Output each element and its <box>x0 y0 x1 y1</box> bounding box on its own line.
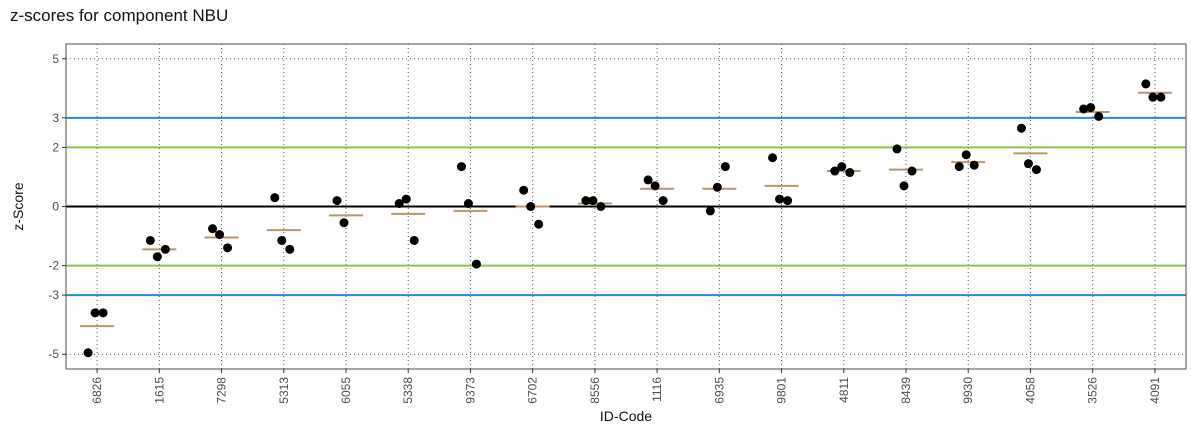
x-tick-label: 9930 <box>961 377 975 404</box>
x-axis-title: ID-Code <box>600 408 652 424</box>
data-point <box>643 175 653 185</box>
data-point <box>208 224 218 234</box>
data-point <box>409 235 419 245</box>
data-point <box>650 181 660 191</box>
data-point <box>339 218 349 228</box>
data-point <box>152 252 162 262</box>
data-point <box>519 185 529 195</box>
y-tick-label: 3 <box>52 111 59 125</box>
x-tick-label: 5338 <box>401 377 415 404</box>
data-point <box>1023 159 1033 169</box>
data-point <box>1086 103 1096 113</box>
data-point <box>720 162 730 172</box>
data-point <box>394 199 404 209</box>
data-point <box>1141 79 1151 89</box>
data-point <box>1094 111 1104 121</box>
data-point <box>526 202 536 211</box>
x-tick-label: 4811 <box>837 377 851 403</box>
data-point <box>830 166 840 176</box>
data-point <box>456 162 466 172</box>
data-point <box>223 243 233 253</box>
y-tick-label: -5 <box>48 347 59 361</box>
data-point <box>401 194 411 204</box>
data-point <box>775 194 785 204</box>
data-point <box>658 196 668 206</box>
reference-lines <box>66 116 1186 297</box>
x-tick-label: 6702 <box>526 377 540 404</box>
data-point <box>596 202 606 211</box>
data-point <box>534 219 544 229</box>
data-point <box>845 168 855 178</box>
data-point <box>83 348 93 358</box>
data-points <box>83 79 1166 358</box>
data-point <box>705 206 715 216</box>
y-tick-label: -2 <box>48 259 59 273</box>
x-tick-label: 4091 <box>1148 377 1162 404</box>
data-point <box>277 235 287 245</box>
data-point <box>332 196 342 206</box>
y-axis-title: z-Score <box>10 182 26 230</box>
data-point <box>1031 165 1041 175</box>
data-point <box>712 182 722 192</box>
data-point <box>907 166 917 176</box>
x-tick-label: 9373 <box>463 377 477 404</box>
y-tick-label: 2 <box>52 140 59 154</box>
x-tick-label: 9801 <box>775 377 789 404</box>
x-tick-label: 6935 <box>712 377 726 404</box>
data-point <box>899 181 909 191</box>
x-tick-label: 1116 <box>650 377 664 402</box>
x-tick-label: 6826 <box>90 377 104 404</box>
x-tick-label: 7298 <box>215 377 229 404</box>
x-tick-label: 5313 <box>277 377 291 404</box>
y-tick-labels: 5 3 2 0 -2 -3 -5 <box>48 52 66 361</box>
y-tick-label: -3 <box>48 288 59 302</box>
x-tick-label: 8556 <box>588 377 602 404</box>
data-point <box>588 196 598 206</box>
data-point <box>1156 92 1166 102</box>
data-point <box>463 199 473 209</box>
data-point <box>285 244 295 254</box>
x-tick-label: 8439 <box>899 377 913 404</box>
data-point <box>892 144 902 154</box>
mean-markers <box>80 91 1172 328</box>
data-point <box>90 308 100 318</box>
x-tick-labels: 6826 1615 7298 5313 6055 5338 9373 6702 8556 1116… <box>90 369 1162 404</box>
x-tick-label: 3526 <box>1086 377 1100 404</box>
data-point <box>270 193 280 203</box>
data-point <box>1079 104 1089 114</box>
data-point <box>768 153 778 163</box>
data-point <box>1148 92 1158 102</box>
chart-title: z-scores for component NBU <box>10 6 229 25</box>
data-point <box>471 259 481 269</box>
data-point <box>837 162 847 172</box>
data-point <box>215 230 225 240</box>
x-tick-label: 1615 <box>152 377 166 404</box>
data-point <box>961 150 971 160</box>
x-tick-label: 4058 <box>1023 377 1037 404</box>
data-point <box>160 244 170 254</box>
data-point <box>954 162 964 172</box>
data-point <box>581 196 591 206</box>
data-point <box>145 235 155 245</box>
data-point <box>1016 123 1026 133</box>
y-tick-label: 5 <box>52 52 59 66</box>
x-tick-label: 6055 <box>339 377 353 404</box>
data-point <box>98 308 108 318</box>
y-tick-label: 0 <box>52 200 59 214</box>
data-point <box>783 196 793 206</box>
data-point <box>969 160 979 170</box>
